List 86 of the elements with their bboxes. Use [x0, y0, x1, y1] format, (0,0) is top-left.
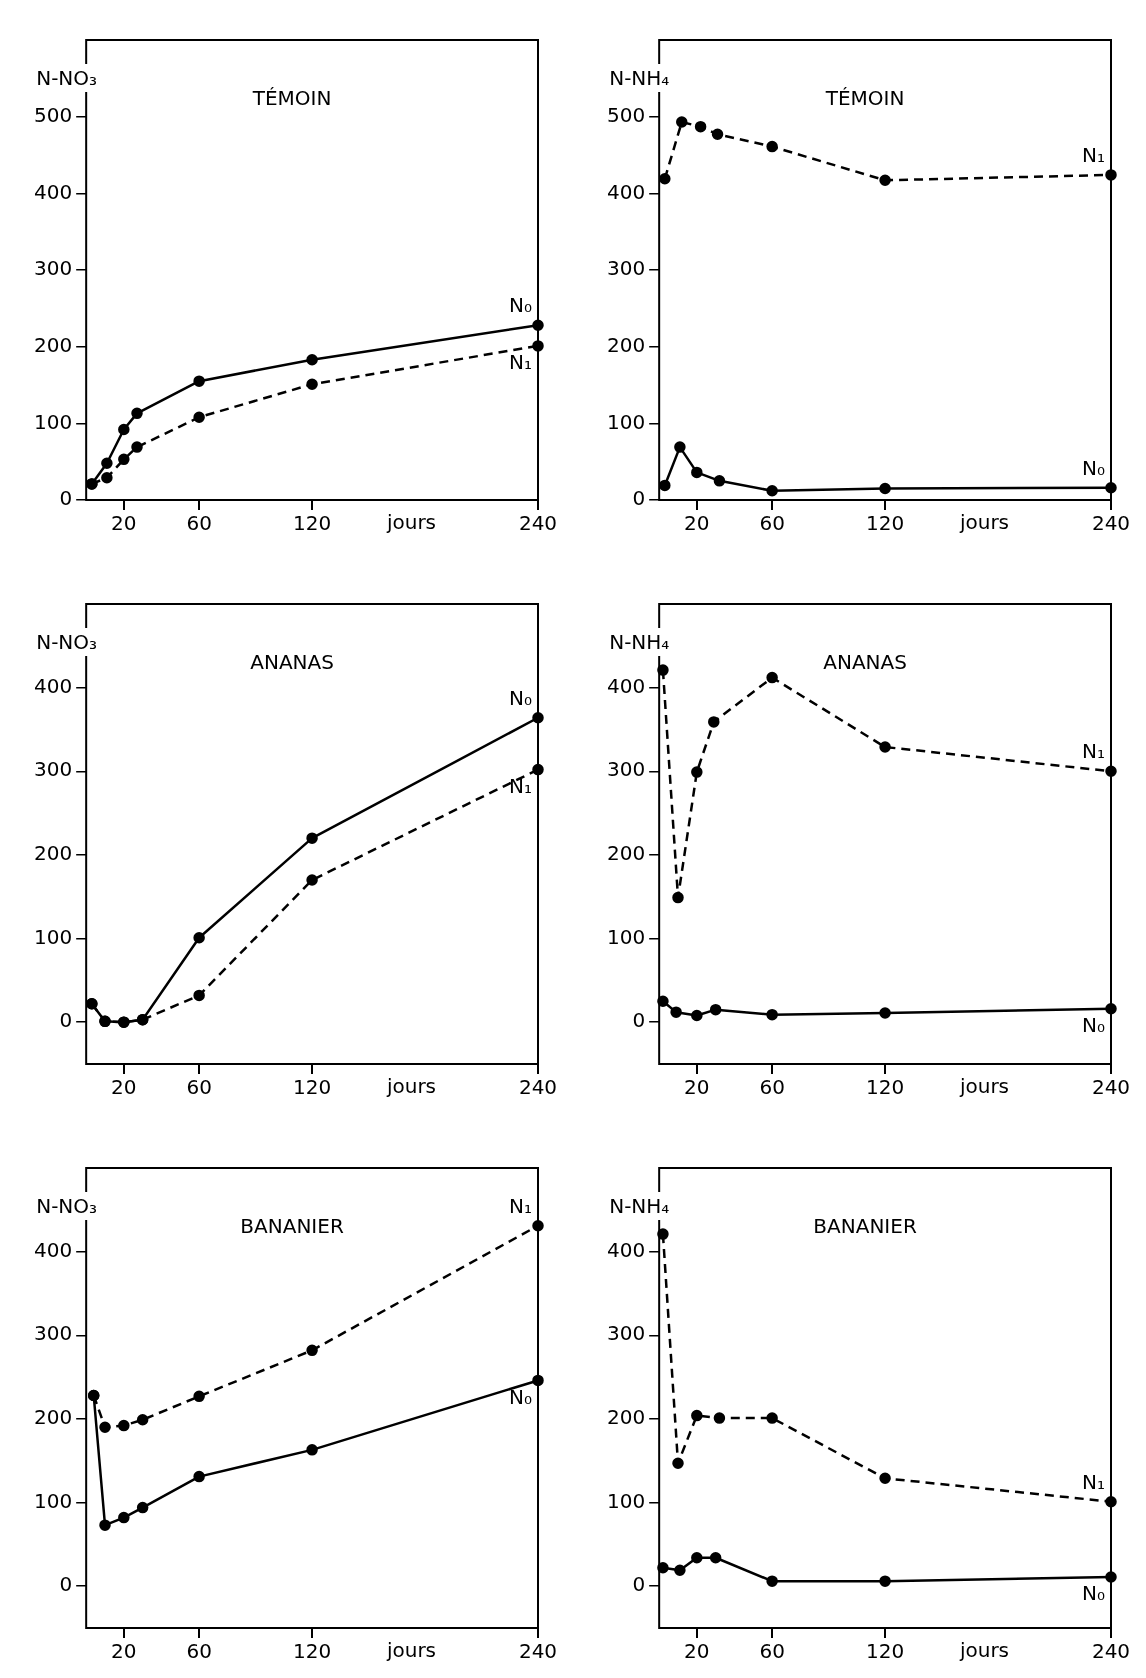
- x-tick-label: 20: [684, 1075, 710, 1100]
- series-label: N₁: [1082, 143, 1105, 168]
- text: TÉMOIN: [824, 86, 905, 111]
- x-tick-label: 60: [186, 511, 212, 536]
- x-tick-label: 60: [759, 511, 785, 536]
- x-tick-label: 20: [111, 1639, 137, 1664]
- text: ANANAS: [250, 650, 334, 675]
- y-tick-label: 0: [632, 1008, 646, 1033]
- y-tick-label: 200: [33, 841, 73, 866]
- y-tick-label: 400: [33, 179, 73, 204]
- y-tick-label: 500: [33, 102, 73, 127]
- x-tick-label: 240: [1091, 1639, 1131, 1664]
- series-label: N₀: [509, 293, 532, 318]
- series-label: N₁: [509, 773, 532, 798]
- x-tick-label: 240: [518, 1075, 558, 1100]
- y-tick-label: 200: [606, 841, 646, 866]
- y-tick-label: 0: [632, 486, 646, 511]
- x-tick-label: 240: [1091, 1075, 1131, 1100]
- x-tick-label: 120: [865, 1075, 905, 1100]
- y-tick-label: 500: [606, 102, 646, 127]
- x-tick-label: 60: [759, 1075, 785, 1100]
- y-axis-title: N-NH₄: [609, 1194, 670, 1219]
- series-label: N₀: [1082, 1581, 1105, 1606]
- x-tick-label: 20: [111, 1075, 137, 1100]
- series-label: N₁: [509, 350, 532, 375]
- y-axis-title: N-NO₃: [36, 1194, 98, 1219]
- x-tick-label: 120: [292, 511, 332, 536]
- y-axis-title: N-NO₃: [36, 66, 98, 91]
- x-tick-label: 240: [1091, 511, 1131, 536]
- y-tick-label: 0: [59, 1572, 73, 1597]
- series-label: N₀: [509, 1384, 532, 1409]
- text: ANANAS: [823, 650, 907, 675]
- series-label: N₁: [509, 1193, 532, 1218]
- y-tick-label: 0: [59, 486, 73, 511]
- x-tick-label: 120: [292, 1075, 332, 1100]
- x-tick-label: 20: [684, 511, 710, 536]
- y-tick-label: 300: [33, 757, 73, 782]
- x-axis-title: jours: [958, 1074, 1010, 1099]
- series-label: N₀: [509, 685, 532, 710]
- y-tick-label: 100: [606, 409, 646, 434]
- x-tick-label: 60: [759, 1639, 785, 1664]
- text: TÉMOIN: [251, 86, 332, 111]
- y-axis-title: N-NO₃: [36, 630, 98, 655]
- y-tick-label: 200: [33, 1405, 73, 1430]
- y-tick-label: 100: [33, 1488, 73, 1513]
- y-tick-label: 400: [606, 179, 646, 204]
- x-axis-title: jours: [958, 1638, 1010, 1663]
- y-axis-title: N-NH₄: [609, 66, 670, 91]
- text: BANANIER: [813, 1214, 917, 1239]
- y-tick-label: 400: [606, 1237, 646, 1262]
- y-tick-label: 0: [59, 1008, 73, 1033]
- x-tick-label: 120: [292, 1639, 332, 1664]
- y-tick-label: 200: [606, 332, 646, 357]
- x-tick-label: 60: [186, 1075, 212, 1100]
- x-tick-label: 240: [518, 511, 558, 536]
- y-tick-label: 300: [33, 1321, 73, 1346]
- series-label: N₁: [1082, 739, 1105, 764]
- x-axis-title: jours: [385, 510, 437, 535]
- y-tick-label: 100: [606, 924, 646, 949]
- x-tick-label: 20: [111, 511, 137, 536]
- y-tick-label: 300: [33, 256, 73, 281]
- series-label: N₀: [1082, 1013, 1105, 1037]
- y-tick-label: 400: [606, 673, 646, 698]
- x-tick-label: 240: [518, 1639, 558, 1664]
- y-tick-label: 300: [606, 757, 646, 782]
- x-tick-label: 120: [865, 1639, 905, 1664]
- y-tick-label: 300: [606, 1321, 646, 1346]
- series-label: N₀: [1082, 455, 1105, 480]
- x-tick-label: 60: [186, 1639, 212, 1664]
- y-tick-label: 0: [632, 1572, 646, 1597]
- y-tick-label: 200: [606, 1405, 646, 1430]
- x-axis-title: jours: [958, 510, 1010, 535]
- y-axis-title: N-NH₄: [609, 630, 670, 655]
- x-tick-label: 20: [684, 1639, 710, 1664]
- y-tick-label: 200: [33, 332, 73, 357]
- text: BANANIER: [240, 1214, 344, 1239]
- y-tick-label: 100: [33, 409, 73, 434]
- y-tick-label: 400: [33, 1237, 73, 1262]
- x-axis-title: jours: [385, 1638, 437, 1663]
- y-tick-label: 100: [606, 1488, 646, 1513]
- y-tick-label: 300: [606, 256, 646, 281]
- series-label: N₁: [1082, 1469, 1105, 1494]
- x-tick-label: 120: [865, 511, 905, 536]
- x-axis-title: jours: [385, 1074, 437, 1099]
- y-tick-label: 100: [33, 924, 73, 949]
- y-tick-label: 400: [33, 673, 73, 698]
